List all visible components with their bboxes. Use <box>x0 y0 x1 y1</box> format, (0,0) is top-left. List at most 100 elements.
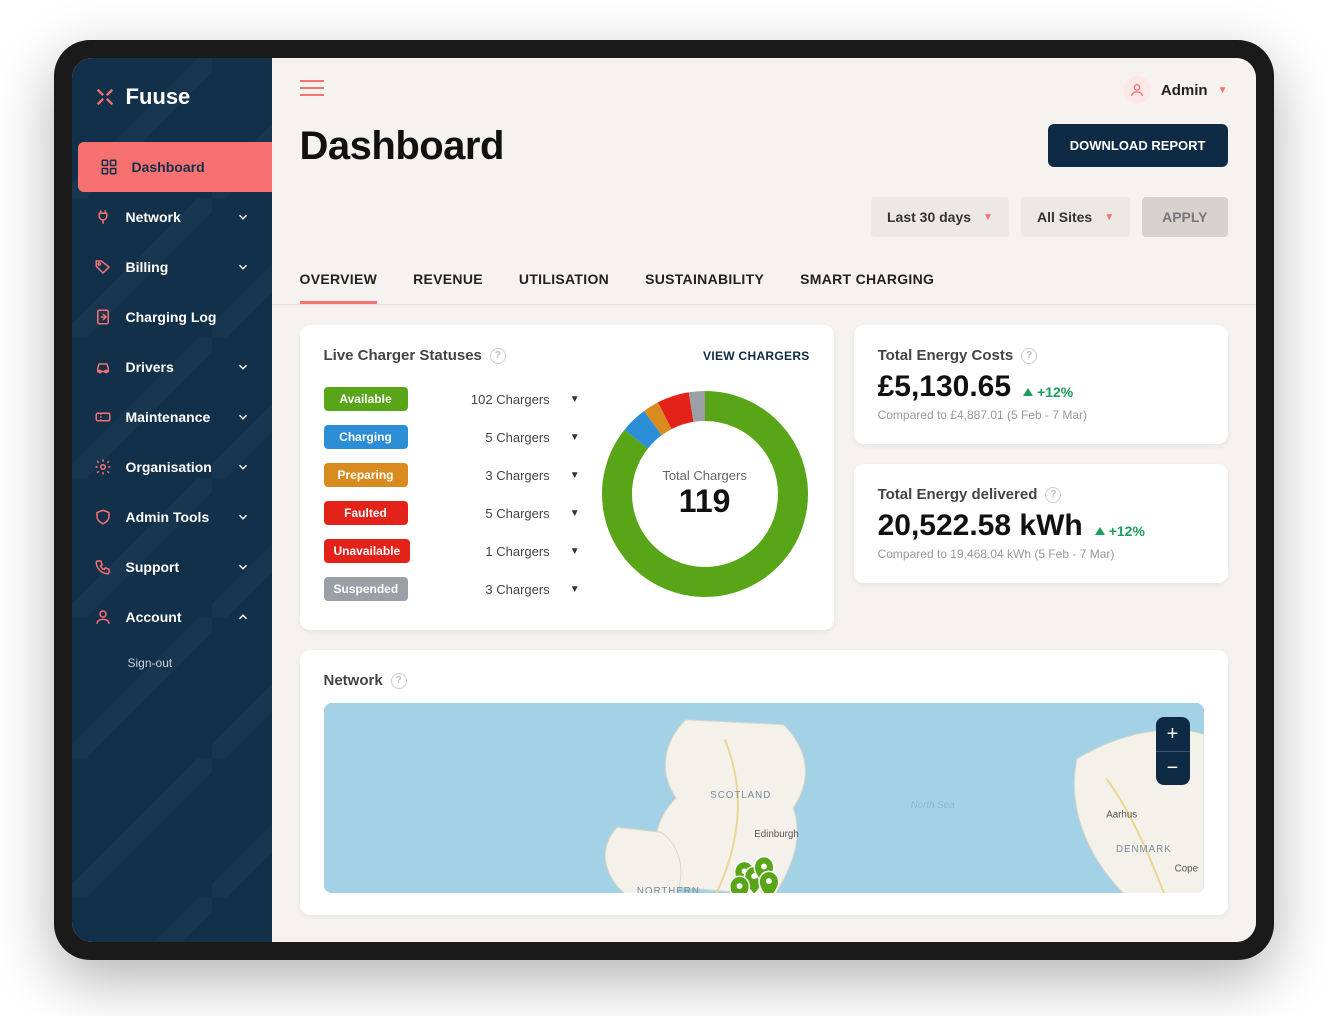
plug-icon <box>94 208 112 226</box>
sidebar-item-organisation[interactable]: Organisation <box>72 442 272 492</box>
donut-value: 119 <box>679 483 731 520</box>
sidebar-item-account[interactable]: Account <box>72 592 272 642</box>
sidebar-item-label: Organisation <box>126 459 212 475</box>
caret-down-icon: ▼ <box>983 212 993 223</box>
card-title: Live Charger Statuses ? <box>324 347 506 364</box>
network-card: Network ? SCOTLANDNORTHERNDENMARKNorth S… <box>300 650 1228 915</box>
tabs: OVERVIEW REVENUE UTILISATION SUSTAINABILITY… <box>272 237 1256 305</box>
sidebar-item-label: Admin Tools <box>126 509 210 525</box>
chevron-down-icon <box>236 210 250 224</box>
status-count: 5 Chargers <box>485 506 549 521</box>
status-count: 5 Chargers <box>485 430 549 445</box>
tab-overview[interactable]: OVERVIEW <box>300 271 378 304</box>
sidebar-item-dashboard[interactable]: Dashboard <box>78 142 272 192</box>
caret-down-icon[interactable]: ▼ <box>570 394 580 405</box>
status-badge: Preparing <box>324 463 408 487</box>
card-title: Network ? <box>324 672 1204 689</box>
page-title: Dashboard <box>300 124 504 169</box>
chevron-down-icon <box>236 460 250 474</box>
sidebar-item-label: Account <box>126 609 182 625</box>
metric-value: 20,522.58 kWh <box>878 509 1083 543</box>
status-row: Preparing3 Chargers▼ <box>324 456 580 494</box>
sidebar-item-admin-tools[interactable]: Admin Tools <box>72 492 272 542</box>
caret-down-icon[interactable]: ▼ <box>570 508 580 519</box>
sidebar: Fuuse Dashboard Network Billing Charging Lo… <box>72 58 272 942</box>
metrics-column: Total Energy Costs ? £5,130.65 +12% Comp… <box>854 325 1228 630</box>
metric-value: £5,130.65 <box>878 370 1011 404</box>
brand-name: Fuuse <box>126 84 191 110</box>
dashboard-icon <box>100 158 118 176</box>
status-row: Faulted5 Chargers▼ <box>324 494 580 532</box>
sidebar-subitem-signout[interactable]: Sign-out <box>72 642 272 684</box>
card-title: Total Energy Costs ? <box>878 347 1204 364</box>
svg-text:Cope: Cope <box>1174 863 1197 874</box>
view-chargers-link[interactable]: VIEW CHARGERS <box>703 349 810 363</box>
car-icon <box>94 358 112 376</box>
user-menu[interactable]: Admin ▼ <box>1123 76 1228 104</box>
status-row: Available102 Chargers▼ <box>324 380 580 418</box>
tab-sustainability[interactable]: SUSTAINABILITY <box>645 271 764 304</box>
sidebar-item-label: Maintenance <box>126 409 211 425</box>
sidebar-item-label: Drivers <box>126 359 174 375</box>
ticket-icon <box>94 408 112 426</box>
delta-badge: +12% <box>1095 523 1145 539</box>
chevron-down-icon <box>236 510 250 524</box>
sidebar-item-label: Support <box>126 559 180 575</box>
chevron-up-icon <box>236 610 250 624</box>
help-icon[interactable]: ? <box>391 673 407 689</box>
zoom-out-button[interactable]: − <box>1156 751 1190 785</box>
help-icon[interactable]: ? <box>490 348 506 364</box>
site-filter-select[interactable]: All Sites ▼ <box>1021 197 1130 237</box>
status-badge: Charging <box>324 425 408 449</box>
help-icon[interactable]: ? <box>1045 487 1061 503</box>
phone-icon <box>94 558 112 576</box>
apply-button[interactable]: APPLY <box>1142 197 1227 237</box>
user-name: Admin <box>1161 82 1208 99</box>
tab-smart-charging[interactable]: SMART CHARGING <box>800 271 934 304</box>
chevron-down-icon <box>236 260 250 274</box>
gear-icon <box>94 458 112 476</box>
status-badge: Available <box>324 387 408 411</box>
chevron-down-icon <box>236 360 250 374</box>
site-filter-value: All Sites <box>1037 209 1092 225</box>
help-icon[interactable]: ? <box>1021 348 1037 364</box>
zoom-in-button[interactable]: + <box>1156 717 1190 751</box>
shield-icon <box>94 508 112 526</box>
app-screen: Fuuse Dashboard Network Billing Charging Lo… <box>72 58 1256 942</box>
user-avatar-icon <box>1123 76 1151 104</box>
caret-down-icon[interactable]: ▼ <box>570 546 580 557</box>
caret-down-icon[interactable]: ▼ <box>570 470 580 481</box>
status-count: 1 Chargers <box>485 544 549 559</box>
sidebar-item-network[interactable]: Network <box>72 192 272 242</box>
status-row: Unavailable1 Chargers▼ <box>324 532 580 570</box>
status-row: Suspended 3 Chargers ▼ <box>324 570 580 608</box>
sidebar-item-charging-log[interactable]: Charging Log <box>72 292 272 342</box>
sidebar-item-label: Network <box>126 209 181 225</box>
caret-down-icon[interactable]: ▼ <box>570 584 580 595</box>
caret-down-icon: ▼ <box>1218 85 1228 96</box>
status-badge: Suspended <box>324 577 409 601</box>
svg-text:DENMARK: DENMARK <box>1116 844 1172 855</box>
tag-icon <box>94 258 112 276</box>
sidebar-item-billing[interactable]: Billing <box>72 242 272 292</box>
date-range-value: Last 30 days <box>887 209 971 225</box>
tab-utilisation[interactable]: UTILISATION <box>519 271 609 304</box>
status-count: 3 Chargers <box>485 582 549 597</box>
sidebar-item-support[interactable]: Support <box>72 542 272 592</box>
tab-revenue[interactable]: REVENUE <box>413 271 483 304</box>
menu-toggle-icon[interactable] <box>300 78 324 103</box>
svg-text:North Sea: North Sea <box>910 800 955 811</box>
sidebar-item-maintenance[interactable]: Maintenance <box>72 392 272 442</box>
date-range-select[interactable]: Last 30 days ▼ <box>871 197 1009 237</box>
chevron-down-icon <box>236 410 250 424</box>
overview-row: Live Charger Statuses ? VIEW CHARGERS Av… <box>272 305 1256 630</box>
chevron-down-icon <box>236 560 250 574</box>
charger-donut-chart: Total Chargers 119 <box>600 389 810 599</box>
sidebar-item-label: Charging Log <box>126 309 217 325</box>
sidebar-item-drivers[interactable]: Drivers <box>72 342 272 392</box>
tablet-frame: Fuuse Dashboard Network Billing Charging Lo… <box>54 40 1274 960</box>
brand-logo: Fuuse <box>72 58 272 142</box>
network-map[interactable]: SCOTLANDNORTHERNDENMARKNorth SeaEdinburg… <box>324 703 1204 893</box>
download-report-button[interactable]: DOWNLOAD REPORT <box>1048 124 1228 167</box>
caret-down-icon[interactable]: ▼ <box>570 432 580 443</box>
